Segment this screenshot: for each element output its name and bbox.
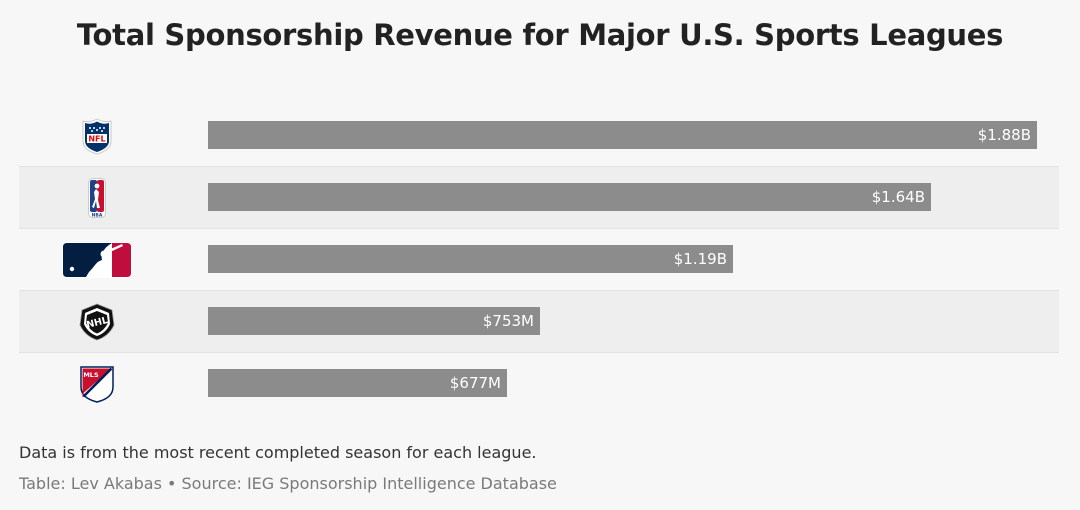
bar-value-label: $1.88B — [977, 126, 1031, 144]
mls-logo: MLS — [62, 365, 132, 403]
bar-value-label: $677M — [449, 374, 501, 392]
bar-row-nhl: NHL $753M — [19, 291, 1059, 353]
bar-nba: $1.64B — [208, 183, 931, 211]
bar-row-mlb: $1.19B — [19, 229, 1059, 291]
bar-value-label: $753M — [482, 312, 534, 330]
bar-nfl: $1.88B — [208, 121, 1037, 149]
bar-nhl: $753M — [208, 307, 540, 335]
svg-text:NHL: NHL — [85, 315, 109, 331]
bar-chart: NFL $1.88B NBA $1.64B $1.19B NHL $753M M… — [19, 105, 1059, 414]
bar-value-label: $1.64B — [871, 188, 925, 206]
nfl-logo: NFL — [62, 117, 132, 155]
svg-text:NBA: NBA — [92, 213, 103, 219]
bar-row-nba: NBA $1.64B — [19, 167, 1059, 229]
bar-mlb: $1.19B — [208, 245, 733, 273]
nhl-logo: NHL — [62, 303, 132, 341]
bar-value-label: $1.19B — [673, 250, 727, 268]
bar-mls: $677M — [208, 369, 507, 397]
bar-row-mls: MLS $677M — [19, 353, 1059, 414]
svg-text:NFL: NFL — [88, 135, 105, 144]
mlb-logo — [62, 241, 132, 279]
svg-text:MLS: MLS — [83, 371, 99, 379]
nba-logo: NBA — [62, 178, 132, 219]
footnote: Data is from the most recent completed s… — [19, 443, 537, 462]
bar-row-nfl: NFL $1.88B — [19, 105, 1059, 167]
chart-title: Total Sponsorship Revenue for Major U.S.… — [76, 18, 1004, 52]
source-credit: Table: Lev Akabas • Source: IEG Sponsors… — [19, 474, 557, 493]
